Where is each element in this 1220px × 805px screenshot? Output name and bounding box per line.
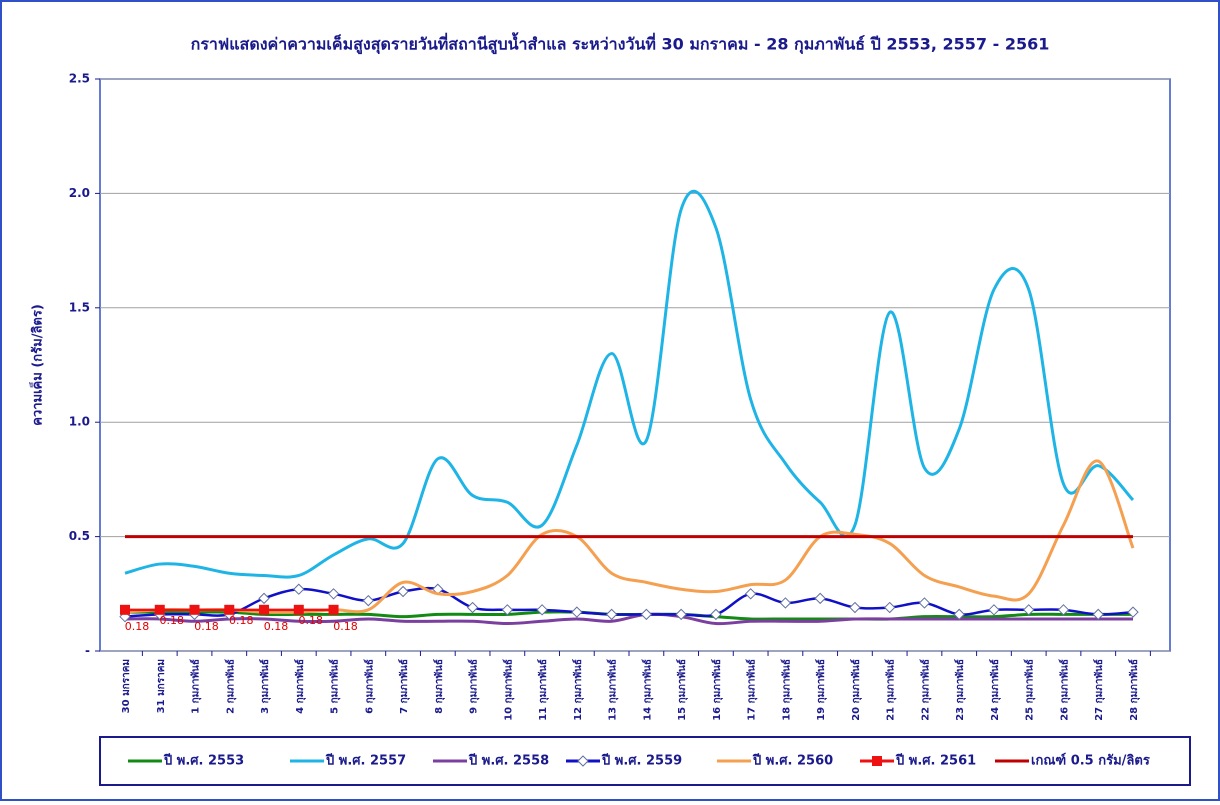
- x-tick-label: 26 กุมภาพันธ์: [1058, 659, 1070, 721]
- marker: [918, 597, 931, 609]
- marker: [814, 592, 826, 605]
- x-tick-label: 2 กุมภาพันธ์: [224, 659, 236, 714]
- legend-label: ปี พ.ศ. 2558: [468, 753, 549, 769]
- series-line: [124, 612, 1133, 626]
- data-label: 0.18: [299, 614, 324, 627]
- marker: [571, 606, 583, 618]
- x-tick-label: 27 กุมภาพันธ์: [1093, 659, 1105, 721]
- x-tick-label: 24 กุมภาพันธ์: [989, 659, 1001, 721]
- y-tick-label: 2.0: [69, 186, 90, 200]
- legend-marker: [577, 755, 589, 767]
- marker: [501, 604, 514, 616]
- y-tick-label: -: [85, 644, 90, 658]
- marker: [1057, 604, 1070, 616]
- marker: [779, 597, 792, 609]
- x-tick-label: 21 กุมภาพันธ์: [885, 659, 897, 721]
- data-label: 0.18: [229, 614, 254, 627]
- x-tick-label: 25 กุมภาพันธ์: [1024, 659, 1036, 721]
- legend-label: ปี พ.ศ. 2559: [601, 753, 682, 769]
- legend-label: ปี พ.ศ. 2557: [325, 753, 406, 769]
- marker: [988, 604, 1000, 616]
- marker: [397, 585, 409, 598]
- marker: [710, 608, 722, 621]
- y-tick-label: 1.5: [69, 300, 90, 314]
- chart-title: กราฟแสดงค่าความเค็มสูงสุดรายวันที่สถานีส…: [191, 32, 1050, 56]
- x-tick-label: 3 กุมภาพันธ์: [259, 659, 271, 714]
- y-tick-label: 0.5: [69, 529, 90, 543]
- legend-label: ปี พ.ศ. 2561: [895, 753, 976, 769]
- marker: [675, 608, 687, 621]
- y-tick-label: 1.0: [69, 415, 90, 429]
- x-tick-label: 20 กุมภาพันธ์: [850, 659, 862, 721]
- x-tick-label: 12 กุมภาพันธ์: [572, 659, 584, 721]
- marker: [120, 604, 130, 615]
- marker: [293, 604, 304, 615]
- data-label: 0.18: [333, 620, 358, 633]
- x-tick-label: 22 กุมภาพันธ์: [919, 659, 931, 721]
- x-tick-label: 28 กุมภาพันธ์: [1128, 659, 1140, 721]
- legend-label: เกณฑ์ 0.5 กรัม/ลิตร: [1031, 753, 1150, 769]
- x-tick-label: 23 กุมภาพันธ์: [954, 659, 966, 721]
- x-tick-label: 18 กุมภาพันธ์: [780, 659, 792, 721]
- plot-area: [99, 78, 1171, 652]
- marker: [327, 588, 340, 600]
- marker: [1023, 604, 1035, 616]
- x-tick-label: 11 กุมภาพันธ์: [537, 659, 549, 721]
- x-tick-label: 13 กุมภาพันธ์: [607, 659, 619, 721]
- marker: [536, 604, 548, 616]
- x-tick-label: 30 มกราคม: [121, 659, 132, 713]
- marker: [605, 608, 618, 621]
- x-tick-label: 1 กุมภาพันธ์: [190, 659, 202, 714]
- x-tick-label: 19 กุมภาพันธ์: [815, 659, 827, 721]
- marker: [466, 601, 479, 614]
- legend-label: ปี พ.ศ. 2560: [752, 753, 833, 769]
- x-tick-label: 31 มกราคม: [156, 659, 167, 713]
- data-label: 0.18: [125, 620, 150, 633]
- x-tick-label: 7 กุมภาพันธ์: [398, 659, 410, 714]
- marker: [640, 608, 653, 621]
- x-tick-label: 8 กุมภาพันธ์: [433, 659, 445, 714]
- x-tick-label: 9 กุมภาพันธ์: [468, 659, 480, 714]
- marker: [224, 604, 235, 615]
- series-line: [124, 189, 1135, 579]
- x-tick-label: 10 กุมภาพันธ์: [502, 659, 514, 721]
- marker: [258, 592, 270, 605]
- x-tick-label: 4 กุมภาพันธ์: [294, 659, 306, 714]
- marker: [154, 604, 165, 615]
- marker: [328, 604, 339, 615]
- x-tick-label: 5 กุมภาพันธ์: [329, 659, 341, 714]
- marker: [883, 601, 896, 614]
- marker: [362, 594, 375, 607]
- legend-label: ปี พ.ศ. 2553: [163, 753, 244, 769]
- x-tick-label: 15 กุมภาพันธ์: [676, 659, 688, 721]
- data-label: 0.18: [194, 620, 219, 633]
- data-label: 0.18: [264, 620, 289, 633]
- x-tick-label: 17 กุมภาพันธ์: [746, 659, 758, 721]
- marker: [189, 604, 200, 615]
- marker: [293, 583, 305, 595]
- y-axis-label: ความเค็ม (กรัม/ลิตร): [28, 304, 46, 426]
- x-tick-label: 14 กุมภาพันธ์: [641, 659, 653, 721]
- data-label: 0.18: [160, 614, 185, 627]
- marker: [849, 601, 861, 614]
- x-tick-label: 6 กุมภาพันธ์: [363, 659, 375, 714]
- marker: [1092, 608, 1104, 621]
- marker: [259, 604, 270, 615]
- legend-marker: [872, 756, 882, 766]
- marker: [744, 588, 757, 600]
- x-tick-label: 16 กุมภาพันธ์: [711, 659, 723, 721]
- y-tick-label: 2.5: [69, 72, 90, 86]
- marker: [953, 608, 965, 621]
- marker: [1127, 606, 1139, 618]
